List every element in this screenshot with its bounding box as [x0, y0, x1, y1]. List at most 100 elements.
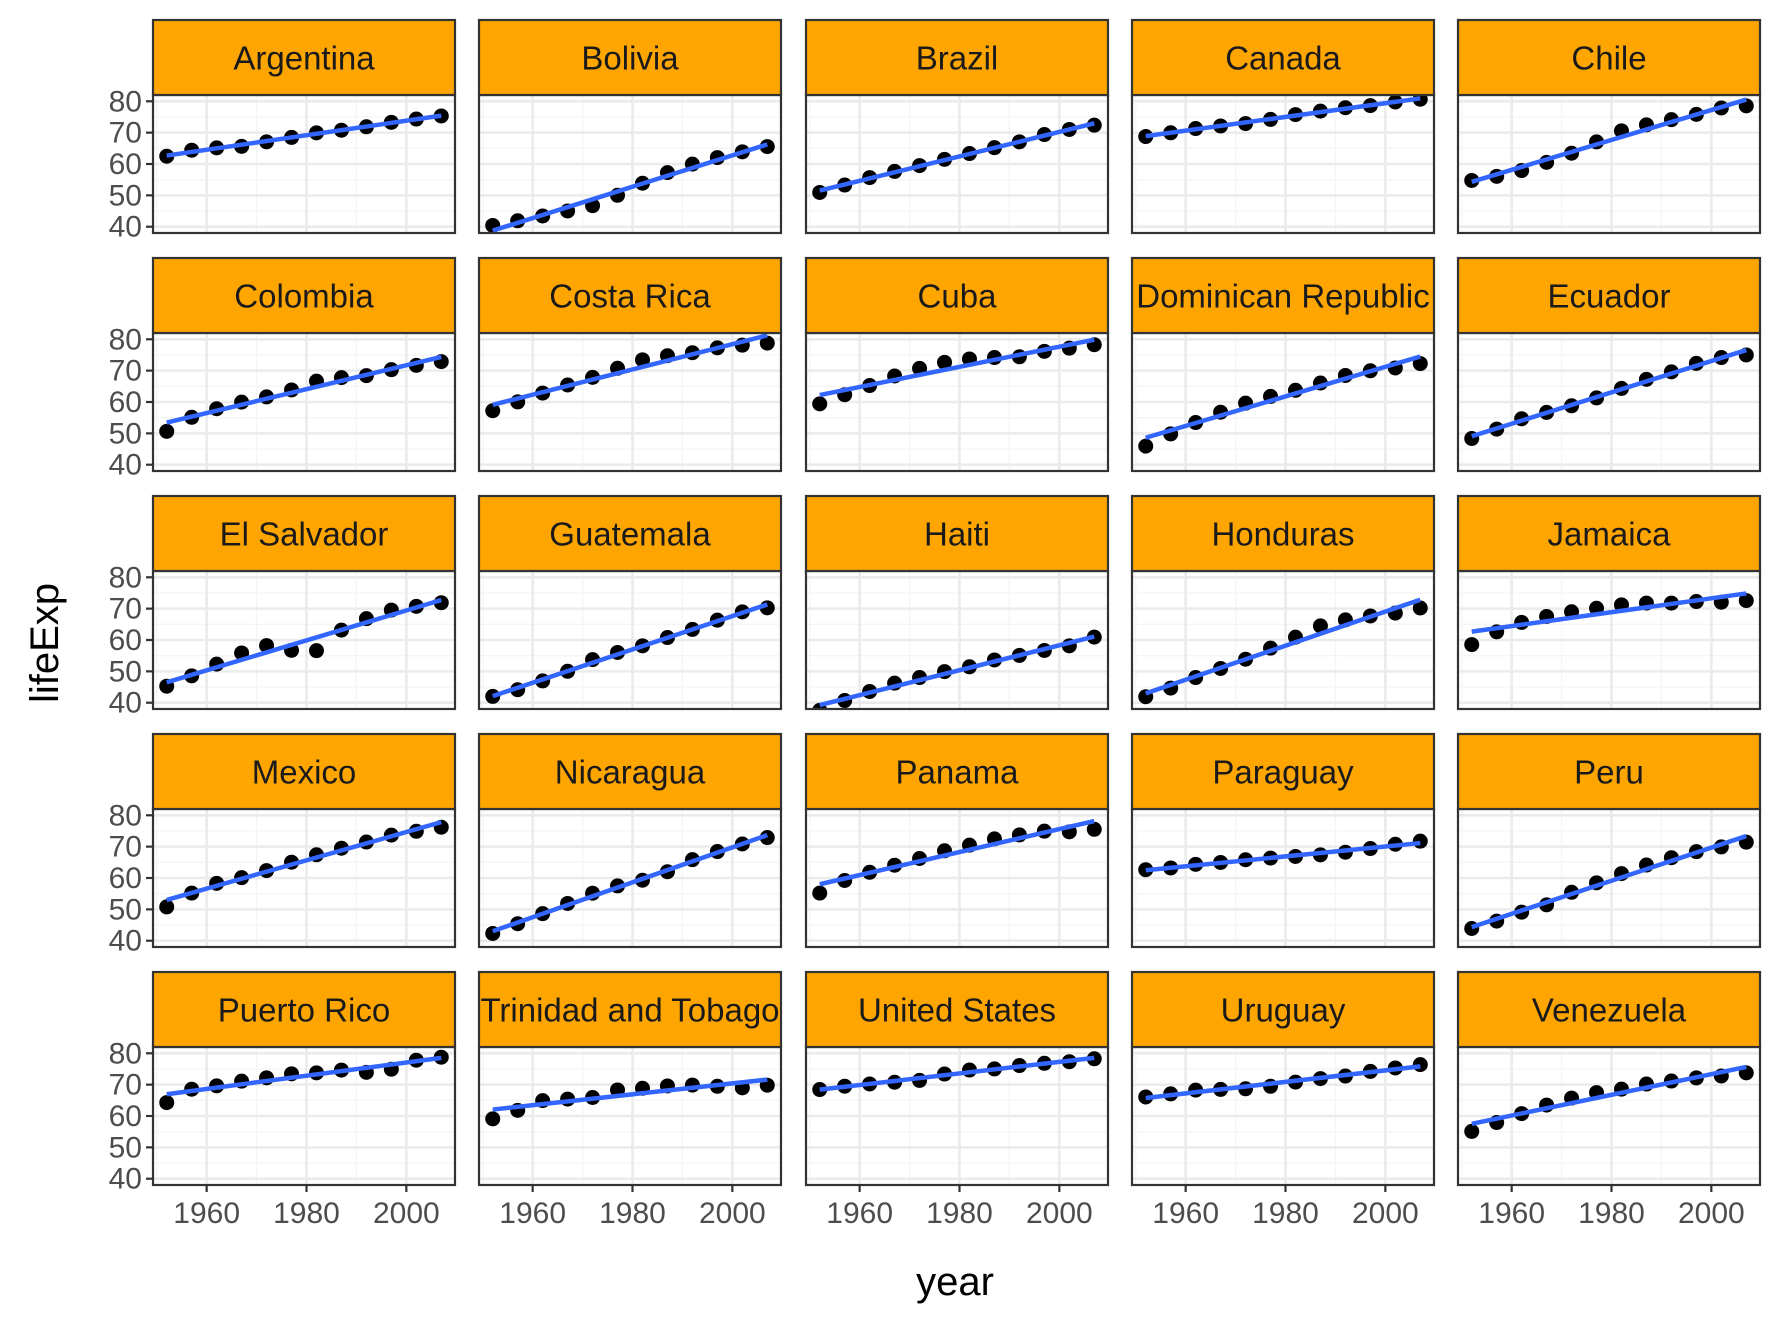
x-tick-label: 1980: [599, 1197, 666, 1230]
panel-plot-area: [1464, 833, 1754, 936]
trend-line: [1145, 354, 1421, 440]
x-tick-label: 1960: [1478, 1197, 1545, 1230]
trend-line: [492, 333, 768, 407]
data-point: [1312, 618, 1328, 634]
data-point: [812, 396, 828, 412]
facet-strip: [804, 18, 1110, 97]
trend-line: [819, 634, 1095, 708]
y-tick-label: 40: [109, 1163, 142, 1196]
facet-panel: Trinidad and Tobago 1960 1980 2000: [477, 970, 783, 1230]
trend-line: [166, 354, 442, 425]
facet-label: Peru: [1574, 754, 1644, 791]
facet-panel: Panama: [804, 732, 1110, 949]
panel-plot-area: [1138, 1057, 1428, 1105]
trend-line: [492, 1077, 768, 1112]
facet-label: United States: [858, 992, 1056, 1029]
data-point: [759, 335, 775, 351]
x-tick-label: 1960: [826, 1197, 893, 1230]
facet-label: Argentina: [233, 40, 375, 77]
y-tick-label: 70: [109, 593, 142, 626]
data-point: [1738, 593, 1754, 609]
facet-label: Uruguay: [1221, 992, 1346, 1029]
y-tick-label: 60: [109, 862, 142, 895]
y-tick-label: 80: [109, 1037, 142, 1070]
x-tick-label: 2000: [699, 1197, 766, 1230]
y-tick-label: 80: [109, 85, 142, 118]
data-point: [1412, 1057, 1428, 1073]
trend-line: [1145, 597, 1421, 696]
facet-panel: Brazil: [804, 18, 1110, 235]
panel-plot-area: [485, 333, 775, 419]
facet-strip: [477, 732, 783, 811]
y-tick-label: 70: [109, 117, 142, 150]
facet-strip: [1456, 970, 1762, 1049]
data-point: [1086, 821, 1102, 837]
data-point: [1464, 1123, 1480, 1139]
trend-line: [492, 142, 768, 233]
y-tick-label: 50: [109, 893, 142, 926]
panel-plot-area: [812, 818, 1102, 901]
x-tick-label: 1980: [926, 1197, 993, 1230]
panel-plot-area: [1138, 354, 1428, 454]
facet-label: El Salvador: [220, 516, 389, 553]
data-point: [634, 352, 650, 368]
facet-label: Bolivia: [581, 40, 679, 77]
x-tick-label: 1960: [173, 1197, 240, 1230]
trend-line: [1471, 97, 1747, 184]
facet-strip: [477, 970, 783, 1049]
trend-line: [1471, 1064, 1747, 1126]
panel-plot-area: [1464, 347, 1754, 447]
facet-panel: Haiti: [804, 494, 1110, 711]
x-tick-label: 2000: [1026, 1197, 1093, 1230]
y-tick-label: 60: [109, 386, 142, 419]
facet-strip: [151, 970, 457, 1049]
panel-plot-area: [485, 1077, 775, 1127]
panel-plot-area: [485, 830, 775, 941]
trend-line: [1145, 1064, 1421, 1101]
facet-panel: Honduras: [1130, 494, 1436, 711]
facet-strip: [1130, 18, 1436, 97]
facet-strip: [1130, 256, 1436, 335]
data-point: [159, 423, 175, 439]
trend-line: [1471, 833, 1747, 930]
y-tick-label: 50: [109, 1131, 142, 1164]
facet-panel: Peru: [1456, 732, 1762, 949]
facet-label: Venezuela: [1532, 992, 1687, 1029]
y-tick-label: 40: [109, 211, 142, 244]
facet-label: Dominican Republic: [1136, 278, 1429, 315]
data-point: [485, 1111, 501, 1127]
y-tick-label: 40: [109, 925, 142, 958]
x-axis-title: year: [916, 1260, 994, 1304]
facet-panel: Cuba: [804, 256, 1110, 473]
y-tick-label: 60: [109, 1100, 142, 1133]
facet-strip: [477, 256, 783, 335]
panel-plot-area: [812, 629, 1102, 709]
facet-panel: Dominican Republic: [1130, 256, 1436, 473]
y-tick-label: 70: [109, 1069, 142, 1102]
facet-label: Puerto Rico: [218, 992, 390, 1029]
facet-label: Costa Rica: [549, 278, 711, 315]
data-point: [1464, 637, 1480, 653]
panel-plot-area: [812, 1051, 1102, 1098]
facet-panel: Paraguay: [1130, 732, 1436, 949]
panel-plot-area: [1464, 591, 1754, 653]
panel-plot-area: [1464, 1064, 1754, 1139]
data-point: [1138, 438, 1154, 454]
facet-strip: [1130, 732, 1436, 811]
facet-strip: [804, 732, 1110, 811]
data-point: [937, 354, 953, 370]
facet-strip: [1130, 494, 1436, 573]
facet-strip: [151, 18, 457, 97]
panel-plot-area: [159, 108, 449, 164]
facet-strip: [1130, 970, 1436, 1049]
data-point: [1412, 833, 1428, 849]
facet-label: Mexico: [252, 754, 357, 791]
facet-strip: [1456, 18, 1762, 97]
trend-line: [166, 819, 442, 903]
facet-label: Paraguay: [1212, 754, 1354, 791]
x-tick-label: 2000: [1678, 1197, 1745, 1230]
